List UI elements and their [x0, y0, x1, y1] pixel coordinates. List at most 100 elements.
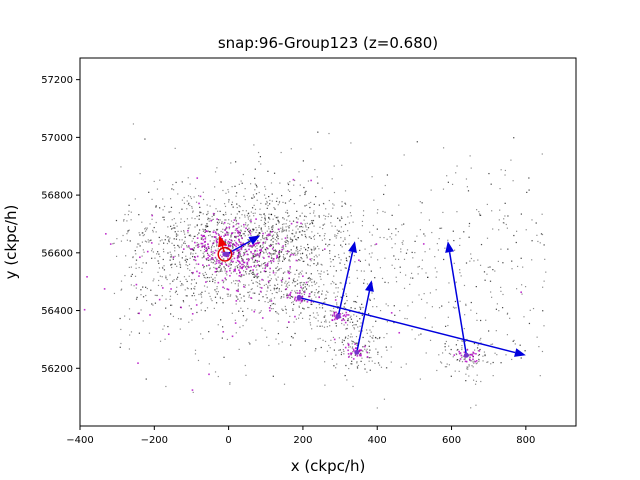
dark-particle: [385, 346, 387, 348]
dark-particle: [313, 238, 316, 240]
dark-particle: [200, 333, 202, 335]
dark-particle: [272, 259, 274, 261]
star-particle: [300, 286, 302, 289]
dark-particle: [209, 205, 211, 207]
dark-particle: [303, 246, 305, 249]
star-particle: [358, 354, 361, 357]
dark-particle: [141, 255, 143, 257]
star-particle: [216, 218, 218, 220]
star-particle: [227, 244, 230, 247]
dark-particle: [315, 296, 317, 298]
dark-particle: [261, 247, 263, 249]
dark-particle: [263, 252, 265, 254]
dark-particle: [194, 285, 196, 288]
dark-particle: [299, 282, 301, 284]
dark-particle: [314, 215, 316, 217]
dark-particle: [250, 221, 252, 224]
dark-particle: [361, 220, 364, 222]
dark-particle: [311, 303, 313, 306]
dark-particle: [303, 186, 305, 189]
dark-particle: [251, 231, 253, 233]
dark-particle: [296, 289, 298, 292]
dark-particle: [270, 289, 272, 291]
dark-particle: [278, 343, 280, 345]
dark-particle: [272, 253, 274, 255]
star-particle: [205, 281, 207, 283]
dark-particle: [231, 312, 233, 314]
dark-particle: [225, 213, 227, 215]
dark-particle: [120, 289, 122, 291]
dark-particle: [144, 228, 146, 230]
dark-particle: [448, 301, 450, 303]
dark-particle: [343, 353, 345, 355]
star-particle: [472, 358, 474, 361]
star-particle: [276, 256, 278, 258]
dark-particle: [281, 223, 284, 226]
dark-particle: [377, 353, 379, 355]
star-particle: [245, 268, 248, 270]
dark-particle: [293, 303, 295, 306]
star-particle: [192, 271, 194, 274]
dark-particle: [384, 281, 386, 283]
dark-particle: [259, 251, 262, 253]
dark-particle: [346, 324, 349, 326]
dark-particle: [543, 325, 545, 327]
dark-particle: [347, 216, 349, 218]
dark-particle: [275, 311, 277, 313]
dark-particle: [273, 287, 275, 289]
dark-particle: [136, 296, 138, 299]
dark-particle: [420, 212, 422, 214]
dark-particle: [253, 273, 255, 275]
star-particle: [198, 275, 200, 277]
dark-particle: [362, 346, 364, 348]
dark-particle: [262, 244, 264, 246]
dark-particle: [332, 259, 334, 261]
star-particle: [86, 276, 88, 278]
dark-particle: [436, 271, 438, 273]
dark-particle: [144, 138, 146, 140]
dark-particle: [238, 205, 240, 207]
dark-particle: [267, 287, 269, 289]
dark-particle: [460, 275, 462, 277]
dark-particle: [275, 311, 277, 313]
dark-particle: [126, 233, 128, 235]
dark-particle: [305, 272, 307, 274]
dark-particle: [113, 292, 116, 295]
dark-particle: [292, 279, 295, 281]
dark-particle: [124, 315, 126, 317]
dark-particle: [475, 285, 477, 288]
dark-particle: [349, 310, 351, 313]
dark-particle: [188, 202, 190, 204]
dark-particle: [272, 375, 274, 377]
dark-particle: [209, 234, 211, 236]
dark-particle: [439, 361, 442, 363]
dark-particle: [321, 239, 323, 241]
star-particle: [242, 261, 245, 264]
dark-particle: [448, 364, 451, 366]
dark-particle: [246, 225, 248, 227]
dark-particle: [214, 289, 216, 291]
dark-particle: [344, 190, 347, 192]
dark-particle: [264, 217, 266, 219]
dark-particle: [283, 230, 285, 232]
dark-particle: [515, 241, 517, 244]
dark-particle: [455, 344, 458, 346]
dark-particle: [206, 213, 208, 216]
dark-particle: [281, 260, 284, 262]
dark-particle: [355, 335, 358, 338]
dark-particle: [305, 249, 307, 251]
dark-particle: [305, 190, 307, 193]
dark-particle: [289, 297, 292, 299]
dark-particle: [325, 297, 327, 299]
star-particle: [264, 267, 266, 270]
star-particle: [257, 264, 260, 266]
star-particle: [235, 241, 237, 244]
dark-particle: [211, 244, 214, 246]
dark-particle: [479, 214, 482, 216]
dark-particle: [169, 259, 171, 261]
dark-particle: [286, 284, 288, 286]
dark-particle: [255, 193, 258, 195]
dark-particle: [307, 277, 309, 280]
star-particle: [220, 235, 222, 238]
dark-particle: [269, 279, 271, 282]
